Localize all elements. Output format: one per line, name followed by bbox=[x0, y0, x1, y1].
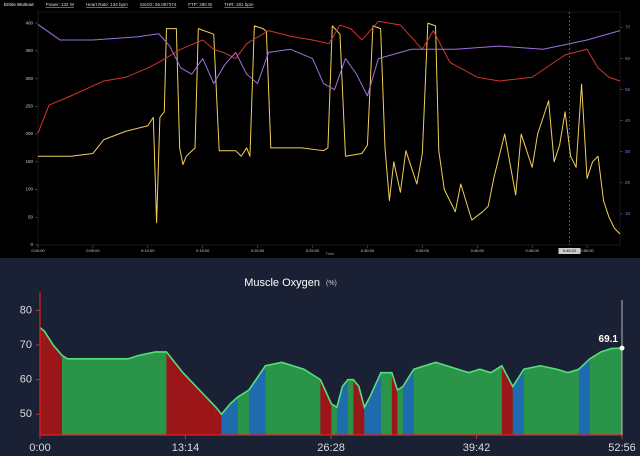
x-tick-label: 0:00 bbox=[29, 442, 50, 454]
trend-segment bbox=[578, 358, 590, 435]
x-tick-label: 0:05:00 bbox=[86, 248, 100, 253]
trend-segment bbox=[342, 379, 348, 435]
trend-segment bbox=[336, 386, 343, 435]
y2-tick-label: 30 bbox=[625, 149, 631, 154]
trend-segment bbox=[230, 396, 238, 435]
end-point bbox=[619, 345, 625, 351]
x-tick-label: 0:00:00 bbox=[31, 248, 45, 253]
trend-segment bbox=[40, 327, 45, 435]
y2-tick-label: 60 bbox=[625, 56, 631, 61]
y-tick-label: 50 bbox=[28, 214, 34, 219]
y-tick-label: 300 bbox=[25, 76, 33, 81]
trend-segment bbox=[353, 379, 359, 435]
x-tick-label: 0:10:00 bbox=[141, 248, 155, 253]
trend-segment bbox=[364, 396, 370, 435]
x-tick-label: 0:40:00 bbox=[471, 248, 485, 253]
x-tick-label: 26:28 bbox=[317, 442, 345, 454]
x-tick-label: 0:35:00 bbox=[416, 248, 430, 253]
trend-segment bbox=[44, 331, 54, 435]
y-tick-label: 150 bbox=[25, 159, 33, 164]
y2-tick-label: 40 bbox=[625, 118, 631, 123]
chart-title: Muscle Oxygen bbox=[244, 277, 320, 289]
x-tick-label: 0:15:00 bbox=[196, 248, 210, 253]
trend-segment bbox=[199, 390, 216, 435]
header-item: Heart Rate: 134 bpm bbox=[86, 2, 128, 7]
x-tick-label: 52:56 bbox=[608, 442, 636, 454]
x-tick-label: 0:20:00 bbox=[251, 248, 265, 253]
cursor-label-bg bbox=[558, 248, 581, 254]
y2-tick-label: 20 bbox=[625, 180, 631, 185]
y-tick-label: 350 bbox=[25, 48, 33, 53]
trend-segment bbox=[171, 358, 183, 435]
trend-segment bbox=[358, 386, 365, 435]
y2-tick-label: 50 bbox=[625, 87, 631, 92]
series-line bbox=[38, 22, 621, 235]
x-tick-label: 0:25:00 bbox=[306, 248, 320, 253]
header-item: Power: 132 W bbox=[46, 2, 75, 7]
x-tick-label: 0:30:00 bbox=[361, 248, 375, 253]
x-axis-label: Time bbox=[326, 251, 336, 256]
y-tick-label: 80 bbox=[20, 304, 32, 316]
trend-segment bbox=[402, 369, 414, 435]
annotation: 69.1 bbox=[599, 334, 619, 345]
x-tick-label: 0:50:00 bbox=[580, 248, 594, 253]
trend-segment bbox=[501, 365, 513, 435]
x-tick-label: 0:45:00 bbox=[525, 248, 539, 253]
y-tick-label: 100 bbox=[25, 187, 33, 192]
cursor-label: 0:48:22 bbox=[563, 248, 577, 253]
series-line bbox=[37, 24, 621, 97]
y-tick-label: 50 bbox=[20, 408, 32, 420]
y-tick-label: 250 bbox=[25, 103, 33, 108]
trend-segment bbox=[369, 372, 381, 435]
y-tick-label: 400 bbox=[25, 20, 33, 25]
header-item: THR: 181 bpm bbox=[224, 2, 254, 7]
chart-unit: (%) bbox=[326, 280, 337, 287]
header-item: SmO2: 56.087374 bbox=[140, 2, 177, 7]
trend-segment bbox=[182, 372, 200, 435]
trend-segment bbox=[215, 407, 222, 435]
trend-segment bbox=[221, 403, 231, 435]
y-tick-label: 0 bbox=[30, 242, 33, 247]
top-panel bbox=[0, 0, 640, 258]
trend-segment bbox=[320, 379, 332, 435]
series-line bbox=[37, 20, 621, 134]
series-line bbox=[39, 327, 623, 416]
trend-segment bbox=[512, 369, 524, 435]
plot-frame bbox=[37, 11, 621, 246]
x-tick-label: 39:42 bbox=[463, 442, 491, 454]
y-tick-label: 60 bbox=[20, 374, 32, 386]
trend-segment bbox=[53, 345, 62, 435]
y-tick-label: 70 bbox=[20, 339, 32, 351]
y2-tick-label: 10 bbox=[625, 211, 631, 216]
x-tick-label: 13:14 bbox=[172, 442, 200, 454]
header-item: FTP: 280 W bbox=[188, 2, 213, 7]
header-item: Entire Workout bbox=[4, 2, 34, 7]
trend-segment bbox=[166, 351, 172, 435]
trend-segment bbox=[248, 365, 266, 435]
y-tick-label: 200 bbox=[25, 131, 33, 136]
y2-tick-label: 70 bbox=[625, 25, 631, 30]
